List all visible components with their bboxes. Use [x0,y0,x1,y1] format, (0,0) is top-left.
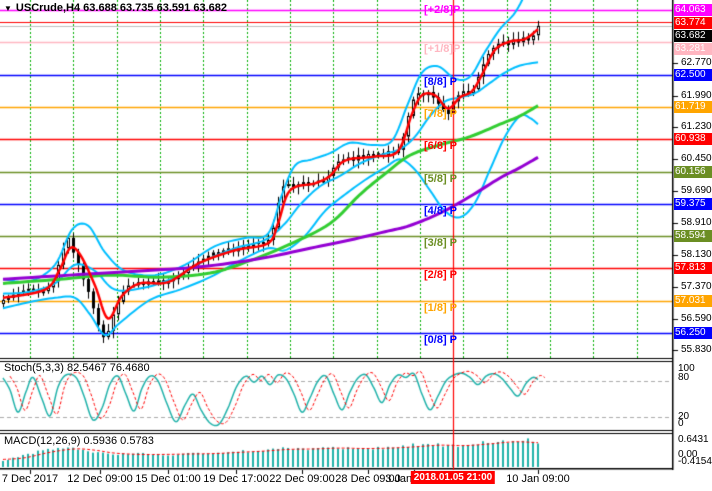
indicator-scale-label: 20 [678,411,690,422]
ohlc-open: 63.688 [83,2,117,14]
price-tick-label: 62.770 [681,57,712,68]
price-tick-label: 55.830 [681,344,712,355]
murrey-level-label: [8/8] P [424,76,458,88]
macd-indicator-label: MACD(12,26,9) 0.5936 0.5783 [4,435,154,447]
murrey-price-label: 56.250 [674,327,712,339]
murrey-price-label: 61.719 [674,101,712,113]
murrey-level-label: [+1/8]P [424,43,461,55]
indicator-scale-label: 0.6431 [678,434,709,445]
time-tick-label: 19 Dec 17:00 [203,473,269,485]
murrey-price-label: 63.281 [674,43,712,55]
price-tick-label: 59.690 [681,185,712,196]
selected-time-label: 2018.01.05 21:00 [410,471,496,484]
murrey-price-label: 57.031 [674,295,712,307]
murrey-price-label: 60.156 [674,166,712,178]
time-tick-label: 12 Dec 09:00 [67,473,133,485]
ohlc-low: 63.591 [156,2,191,14]
stoch-values: 82.5467 76.4680 [66,362,150,374]
price-tick-label: 56.590 [681,313,712,324]
price-tick-label: 61.990 [681,90,712,101]
murrey-price-label: 62.500 [674,69,712,81]
symbol-period-label: USCrude,H4 [15,2,81,14]
ohlc-high: 63.735 [119,2,154,14]
murrey-price-label: 58.594 [674,230,712,242]
time-tick-label: 10 Jan 09:00 [506,473,570,485]
price-line-label: 63.774 [674,17,712,29]
macd-name: MACD(12,26,9) [4,435,81,447]
murrey-level-label: [7/8] P [424,108,458,120]
time-tick-label: 7 Dec 2017 [1,473,59,485]
price-tick-label: 60.450 [681,153,712,164]
murrey-price-label: 59.375 [674,198,712,210]
time-tick-label: 28 Dec 09:00 [335,473,401,485]
ohlc-close: 63.682 [193,2,227,14]
time-tick-label: 22 Dec 09:00 [269,473,335,485]
indicator-scale-label: 0 [678,418,684,429]
murrey-level-label: [6/8] P [424,140,458,152]
price-tick-label: 57.370 [681,281,712,292]
murrey-level-label: [+2/8]P [424,4,461,16]
murrey-level-label: [4/8] P [424,205,458,217]
symbol-dropdown-icon[interactable]: ▼ [4,4,12,13]
stoch-indicator-label: Stoch(5,3,3) 82.5467 76.4680 [4,362,150,374]
macd-values: 0.5936 0.5783 [83,435,154,447]
murrey-level-label: [3/8] P [424,237,458,249]
murrey-level-label: [2/8] P [424,269,458,281]
indicator-scale-label: -0.4154 [678,456,712,467]
murrey-price-label: 60.938 [674,133,712,145]
murrey-price-label: 57.813 [674,262,712,274]
indicator-scale-label: 100 [678,363,695,374]
stoch-name: Stoch(5,3,3) [4,362,64,374]
price-tick-label: 58.130 [681,249,712,260]
murrey-level-label: [0/8] P [424,334,458,346]
murrey-price-label: 64.063 [674,4,712,16]
chart-title: ▼ USCrude,H4 63.688 63.735 63.591 63.682 [4,2,227,14]
price-line-label: 63.682 [674,30,712,42]
indicator-scale-label: 80 [678,372,690,383]
time-tick-label: 15 Dec 01:00 [135,473,201,485]
indicator-scale-label: 0.00 [678,449,698,460]
price-tick-label: 61.230 [681,121,712,132]
murrey-level-label: [1/8] P [424,302,458,314]
murrey-level-label: [5/8] P [424,173,458,185]
price-tick-label: 58.910 [681,217,712,228]
